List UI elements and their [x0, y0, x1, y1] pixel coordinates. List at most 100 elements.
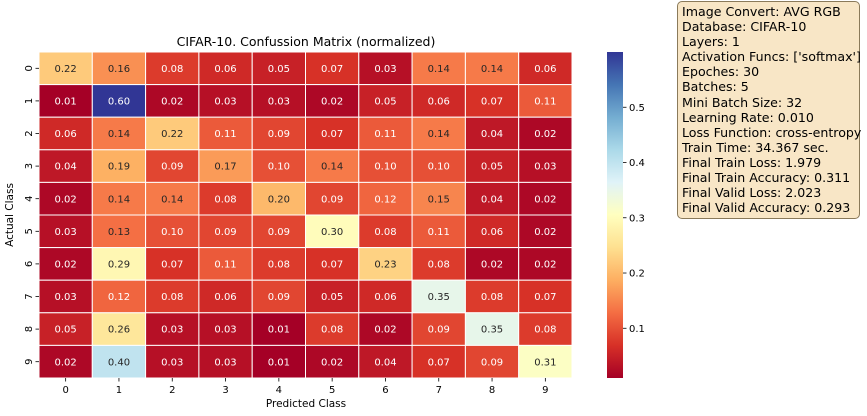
- heatmap-cell: [411, 116, 466, 151]
- cell-value-label: 0.06: [55, 129, 77, 140]
- info-line: Loss Function: cross-entropy: [682, 124, 862, 140]
- heatmap-cell: [145, 312, 200, 346]
- cell-value-label: 0.02: [534, 129, 556, 140]
- cell-value-label: 0.09: [428, 325, 450, 336]
- heatmap-cell: [145, 84, 200, 118]
- heatmap-cell: [305, 181, 360, 216]
- heatmap-cell: [305, 214, 360, 249]
- cell-value-label: 0.08: [428, 260, 450, 271]
- cell-value-label: 0.35: [428, 292, 450, 303]
- x-tick-label: 3: [222, 385, 228, 396]
- cell-value-label: 0.02: [55, 260, 77, 271]
- info-line: Database: CIFAR-10: [682, 19, 807, 35]
- heatmap-cell: [518, 51, 573, 86]
- cell-value-label: 0.11: [374, 129, 396, 140]
- cell-value-label: 0.08: [481, 292, 503, 303]
- chart-title: CIFAR-10. Confussion Matrix (normalized): [177, 34, 436, 49]
- heatmap-cell: [91, 149, 147, 183]
- heatmap-cell: [305, 51, 360, 86]
- cell-value-label: 0.60: [108, 97, 130, 108]
- colorbar: [607, 52, 623, 378]
- cell-value-label: 0.08: [374, 227, 396, 238]
- cell-value-label: 0.03: [55, 227, 77, 238]
- cell-value-label: 0.02: [534, 260, 556, 271]
- cell-value-label: 0.05: [268, 64, 290, 75]
- colorbar-tick-label: 0.4: [629, 158, 645, 169]
- cell-value-label: 0.08: [321, 325, 343, 336]
- cell-value-label: 0.14: [108, 129, 130, 140]
- colorbar-ticks: 0.1 0.2 0.3 0.4 0.5: [623, 103, 645, 335]
- cell-value-label: 0.08: [161, 64, 183, 75]
- cell-value-label: 0.10: [268, 162, 290, 173]
- cell-value-label: 0.06: [428, 97, 450, 108]
- cell-value-label: 0.06: [214, 292, 236, 303]
- heatmap-cell: [518, 312, 573, 346]
- heatmap-cell: [464, 51, 520, 86]
- heatmap-cell: [91, 214, 147, 249]
- cell-value-label: 0.07: [481, 97, 503, 108]
- cell-value-label: 0.01: [55, 97, 77, 108]
- heatmap-cell: [518, 247, 573, 281]
- heatmap-cell: [464, 149, 520, 183]
- cell-value-label: 0.14: [481, 64, 503, 75]
- y-axis-label: Actual Class: [4, 183, 16, 247]
- heatmap-cell: [198, 116, 253, 151]
- info-line: Learning Rate: 0.010: [682, 109, 814, 125]
- heatmap-cell: [518, 181, 573, 216]
- cell-value-label: 0.08: [268, 260, 290, 271]
- cell-value-label: 0.20: [268, 194, 290, 205]
- cell-value-label: 0.02: [161, 97, 183, 108]
- x-tick-label: 2: [169, 385, 175, 396]
- cell-value-label: 0.09: [214, 227, 236, 238]
- info-line: Mini Batch Size: 32: [682, 94, 803, 110]
- cell-value-label: 0.09: [268, 129, 290, 140]
- cell-value-label: 0.10: [374, 162, 396, 173]
- cell-value-label: 0.06: [534, 64, 556, 75]
- heatmap-cell: [38, 214, 93, 249]
- cell-value-label: 0.09: [268, 292, 290, 303]
- x-tick-label: 7: [436, 385, 442, 396]
- info-line: Layers: 1: [682, 34, 740, 50]
- info-line: Epoches: 30: [682, 64, 760, 80]
- heatmap-cell: [251, 181, 306, 216]
- x-tick-label: 5: [329, 385, 335, 396]
- heatmap-cell: [145, 247, 200, 281]
- x-tick-label: 0: [62, 385, 68, 396]
- info-line: Final Valid Loss: 2.023: [682, 185, 822, 201]
- cell-value-label: 0.06: [374, 292, 396, 303]
- heatmap-cell: [198, 181, 253, 216]
- cell-value-label: 0.30: [321, 227, 343, 238]
- colorbar-tick-label: 0.2: [629, 269, 645, 280]
- info-line: Batches: 5: [682, 79, 749, 95]
- heatmap-cell: [411, 312, 466, 346]
- cell-value-label: 0.07: [534, 292, 556, 303]
- cell-value-label: 0.01: [268, 357, 290, 368]
- x-axis-ticks: 0 1 2 3 4 5 6 7 8 9: [62, 378, 549, 396]
- y-tick-label: 7: [24, 293, 35, 299]
- cell-value-label: 0.08: [214, 194, 236, 205]
- colorbar-tick-label: 0.1: [629, 324, 645, 335]
- heatmap-cell: [198, 247, 253, 281]
- heatmap-cell: [518, 149, 573, 183]
- y-tick-label: 6: [24, 261, 35, 267]
- cell-value-label: 0.03: [161, 325, 183, 336]
- x-tick-label: 9: [542, 385, 548, 396]
- cell-value-label: 0.17: [214, 162, 236, 173]
- heatmap-cell: [251, 344, 306, 379]
- cell-value-label: 0.05: [374, 97, 396, 108]
- heatmap-cell: [91, 84, 147, 118]
- heatmap-cell: [518, 279, 573, 314]
- heatmap-cell: [464, 312, 520, 346]
- cell-value-label: 0.23: [374, 260, 396, 271]
- cell-value-label: 0.03: [214, 325, 236, 336]
- cell-value-label: 0.26: [108, 325, 130, 336]
- training-info-box: Image Convert: AVG RGB Database: CIFAR-1…: [677, 1, 862, 220]
- heatmap-cell: [305, 312, 360, 346]
- cell-value-label: 0.02: [481, 260, 503, 271]
- heatmap-cell: [145, 279, 200, 314]
- cell-value-label: 0.11: [214, 260, 236, 271]
- cell-value-label: 0.03: [214, 357, 236, 368]
- cell-value-label: 0.07: [321, 129, 343, 140]
- colorbar-tick-label: 0.5: [629, 103, 645, 114]
